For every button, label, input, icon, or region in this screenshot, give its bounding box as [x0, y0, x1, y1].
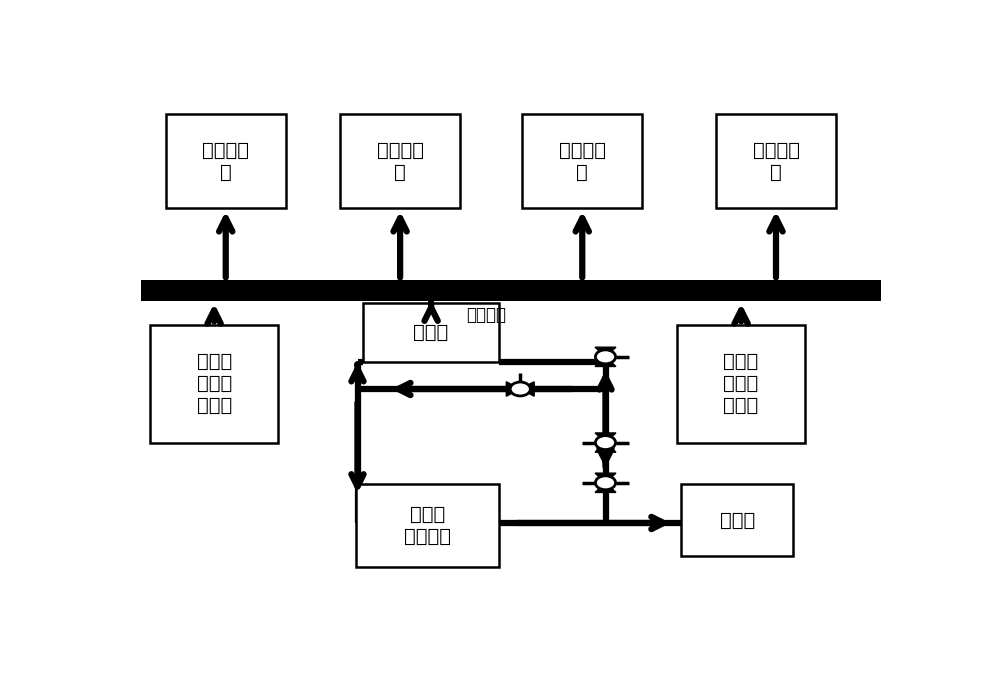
Text: 高层冷负
荷: 高层冷负 荷: [202, 141, 249, 182]
FancyBboxPatch shape: [363, 303, 499, 362]
FancyBboxPatch shape: [716, 114, 836, 208]
Text: 低层冷负
荷: 低层冷负 荷: [753, 141, 800, 182]
Polygon shape: [506, 382, 520, 396]
Circle shape: [595, 436, 616, 450]
Polygon shape: [520, 382, 534, 396]
Polygon shape: [595, 443, 616, 452]
FancyBboxPatch shape: [140, 280, 881, 301]
Text: 小功率
常规电
制冷机: 小功率 常规电 制冷机: [724, 352, 759, 415]
FancyBboxPatch shape: [166, 114, 286, 208]
Text: 大功率
常规电
制冷机: 大功率 常规电 制冷机: [196, 352, 232, 415]
FancyBboxPatch shape: [681, 484, 793, 557]
Polygon shape: [595, 483, 616, 493]
Text: 蓄冰槽: 蓄冰槽: [720, 511, 755, 530]
Polygon shape: [595, 357, 616, 367]
Text: 中层冷负
荷: 中层冷负 荷: [377, 141, 424, 182]
Text: 中层冷负
荷: 中层冷负 荷: [559, 141, 606, 182]
FancyBboxPatch shape: [356, 484, 499, 567]
Circle shape: [510, 382, 530, 396]
Text: 冷水网络: 冷水网络: [466, 306, 506, 324]
Polygon shape: [595, 347, 616, 357]
FancyBboxPatch shape: [522, 114, 642, 208]
Polygon shape: [595, 433, 616, 443]
FancyBboxPatch shape: [340, 114, 460, 208]
FancyBboxPatch shape: [677, 324, 805, 443]
Circle shape: [595, 350, 616, 364]
Circle shape: [595, 476, 616, 490]
FancyBboxPatch shape: [150, 324, 278, 443]
Polygon shape: [595, 473, 616, 483]
Text: 换热器: 换热器: [414, 323, 449, 342]
Text: 双工况
电制冷机: 双工况 电制冷机: [404, 505, 451, 546]
